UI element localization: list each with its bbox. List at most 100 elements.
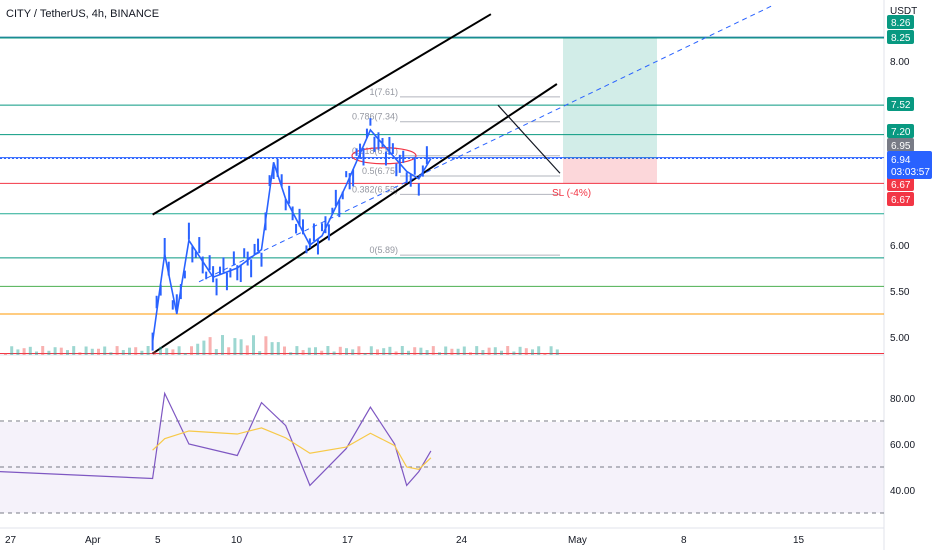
volume-bar	[177, 346, 181, 355]
volume-bar	[245, 345, 249, 355]
symbol-title: CITY / TetherUS, 4h, BINANCE	[6, 8, 160, 20]
volume-bar	[462, 346, 466, 355]
price-badge-label: 6.67	[891, 195, 911, 206]
fib-label: 0.786(7.34)	[352, 112, 398, 122]
volume-bar	[227, 347, 231, 355]
volume-bar	[128, 347, 131, 355]
rsi-tick: 80.00	[890, 394, 915, 405]
rsi-tick: 60.00	[890, 440, 915, 451]
volume-bar	[72, 346, 76, 355]
volume-bar	[283, 346, 286, 355]
price-badge	[887, 192, 914, 206]
volume-bar	[103, 346, 107, 355]
volume-bar	[493, 347, 497, 355]
time-tick: 17	[342, 535, 354, 546]
volume-bar	[10, 346, 14, 355]
volume-bar	[22, 348, 26, 355]
price-badge-label: 6.67	[891, 180, 911, 191]
volume-bar	[35, 351, 38, 355]
volume-bar	[202, 340, 206, 355]
volume-bar	[438, 352, 441, 355]
volume-bar	[506, 346, 510, 355]
volume-bar	[450, 348, 454, 355]
fib-label: 1(7.61)	[369, 87, 398, 97]
time-tick: May	[568, 535, 587, 546]
volume-bar	[537, 346, 541, 355]
volume-bar	[314, 347, 317, 355]
volume-bar	[239, 339, 243, 355]
channel-median	[198, 5, 773, 283]
volume-bar	[512, 351, 516, 355]
currency-label: USDT	[890, 6, 917, 17]
volume-bar	[140, 350, 144, 355]
stop-zone	[563, 158, 657, 184]
price-badge	[887, 124, 914, 138]
volume-bar	[518, 346, 522, 355]
price-tick: 6.00	[890, 241, 910, 252]
volume-bar	[543, 352, 547, 355]
price-badge-label: 7.20	[891, 127, 911, 138]
price-badge-label: 8.26	[891, 18, 911, 29]
volume-bar	[481, 350, 485, 355]
trendline	[497, 104, 561, 174]
price-badge	[887, 15, 914, 29]
volume-bar	[258, 351, 262, 355]
volume-bar	[84, 346, 88, 355]
volume-bar	[444, 346, 448, 355]
volume-bar	[407, 350, 410, 355]
volume-bar	[555, 349, 559, 355]
volume-bar	[320, 350, 324, 355]
rsi-tick: 40.00	[890, 486, 915, 497]
time-tick: Apr	[85, 535, 101, 546]
volume-bar	[419, 347, 423, 355]
time-tick: 24	[456, 535, 468, 546]
volume-bar	[376, 349, 379, 355]
volume-bar	[345, 348, 348, 355]
volume-bar	[109, 352, 113, 355]
volume-bar	[369, 346, 373, 355]
price-badge	[887, 138, 914, 152]
volume-bar	[152, 351, 156, 355]
volume-bar	[90, 348, 94, 355]
channel-lower	[152, 83, 558, 355]
time-tick: 5	[155, 535, 161, 546]
volume-bar	[338, 346, 342, 355]
fib-label: 0(5.89)	[369, 245, 398, 255]
volume-bar	[351, 349, 355, 355]
volume-bar	[295, 346, 299, 355]
target-zone	[563, 38, 657, 159]
volume-bar	[16, 349, 20, 355]
volume-bar	[524, 348, 528, 355]
volume-bar	[214, 349, 218, 355]
current-price-badge	[887, 151, 932, 179]
volume-bar	[196, 343, 200, 355]
time-tick: 15	[793, 535, 805, 546]
price-tick: 8.00	[890, 57, 910, 68]
volume-bar	[53, 347, 57, 355]
countdown-label: 03:03:57	[891, 167, 930, 178]
volume-bar	[431, 346, 435, 355]
volume-bar	[469, 352, 472, 355]
volume-bar	[121, 350, 125, 355]
volume-bar	[475, 346, 479, 355]
volume-bar	[208, 337, 212, 355]
price-badge-label: 7.52	[891, 100, 911, 111]
volume-bar	[363, 352, 367, 355]
volume-bar	[28, 346, 32, 355]
volume-bar	[332, 351, 336, 355]
volume-bar	[165, 348, 169, 355]
volume-bar	[413, 347, 417, 355]
volume-bar	[134, 347, 138, 355]
volume-bar	[146, 346, 150, 355]
volume-bar	[500, 350, 503, 355]
price-badge	[887, 97, 914, 111]
price-badge	[887, 30, 914, 44]
volume-bar	[159, 346, 162, 355]
rsi-ma-line	[152, 427, 432, 470]
volume-bar	[264, 336, 268, 355]
volume-bar	[388, 346, 392, 355]
volume-bar	[78, 352, 82, 355]
volume-bar	[456, 348, 460, 355]
price-tick: 5.50	[890, 287, 910, 298]
